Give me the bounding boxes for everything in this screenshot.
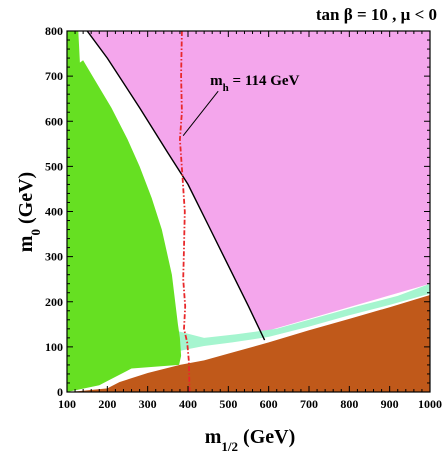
green-region bbox=[67, 31, 182, 392]
annotation-arrow bbox=[182, 90, 219, 136]
y-tick-label: 100 bbox=[45, 340, 63, 354]
y-tick-label: 400 bbox=[45, 205, 63, 219]
y-tick-label: 800 bbox=[45, 24, 63, 38]
y-tick-label: 300 bbox=[45, 250, 63, 264]
y-tick-label: 500 bbox=[45, 159, 63, 173]
annotations: mh = 114 GeV bbox=[182, 73, 300, 136]
y-tick-label: 700 bbox=[45, 69, 63, 83]
regions bbox=[67, 31, 430, 392]
x-tick-label: 300 bbox=[139, 397, 157, 411]
x-axis-title: m1/2 (GeV) bbox=[205, 426, 296, 454]
y-axis-title: m0 (GeV) bbox=[15, 172, 43, 252]
x-tick-label: 600 bbox=[260, 397, 278, 411]
x-tick-label: 500 bbox=[219, 397, 237, 411]
y-tick-label: 200 bbox=[45, 295, 63, 309]
x-tick-label: 200 bbox=[98, 397, 116, 411]
y-tick-label: 0 bbox=[57, 385, 63, 399]
ticks: 100 200 300 400 500 600 700 800 900 1000010020030… bbox=[45, 24, 442, 411]
x-tick-label: 700 bbox=[300, 397, 318, 411]
y-tick-label: 600 bbox=[45, 114, 63, 128]
x-tick-label: 400 bbox=[179, 397, 197, 411]
x-tick-label: 1000 bbox=[418, 397, 442, 411]
boundary-line bbox=[86, 31, 266, 341]
x-tick-label: 800 bbox=[340, 397, 358, 411]
higgs-mass-contour bbox=[178, 31, 191, 392]
mh-label: mh = 114 GeV bbox=[210, 73, 299, 94]
chart-title: tan β = 10 , μ < 0 bbox=[316, 5, 437, 24]
lines bbox=[86, 31, 266, 392]
x-tick-label: 100 bbox=[58, 397, 76, 411]
brown-region bbox=[67, 295, 430, 392]
x-tick-label: 900 bbox=[381, 397, 399, 411]
